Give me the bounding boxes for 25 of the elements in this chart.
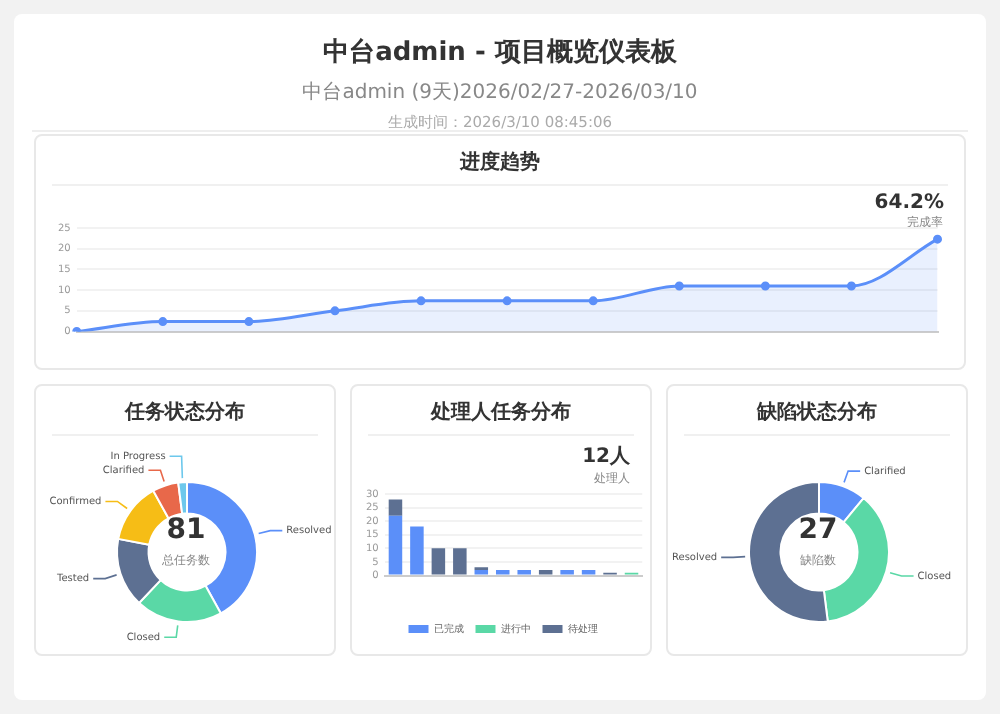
- point: [416, 296, 426, 306]
- point: [158, 317, 168, 327]
- text: 27: [796, 514, 840, 546]
- chart-title: 进度趋势: [52, 148, 948, 186]
- text: 12人: [580, 443, 630, 470]
- point: [502, 296, 512, 306]
- point: [846, 281, 856, 291]
- chart-title: 缺陷状态分布: [684, 398, 950, 436]
- text: 中台admin (9天)2026/02/27-2026/03/10: [300, 79, 700, 106]
- point: [674, 281, 684, 291]
- text: 81: [164, 514, 208, 546]
- point: [330, 306, 340, 316]
- point: [244, 317, 254, 327]
- bar: [388, 515, 403, 575]
- bar: [410, 526, 424, 575]
- text: 中台admin - 项目概览仪表板: [321, 36, 679, 70]
- bar: [431, 548, 446, 575]
- bar: [453, 548, 467, 575]
- text: 64.2%: [874, 192, 944, 214]
- point: [760, 281, 770, 291]
- chart-title: 处理人任务分布: [368, 398, 634, 436]
- chart-title: 任务状态分布: [52, 398, 318, 436]
- bar: [388, 499, 403, 516]
- point: [588, 296, 598, 306]
- point: [933, 234, 943, 244]
